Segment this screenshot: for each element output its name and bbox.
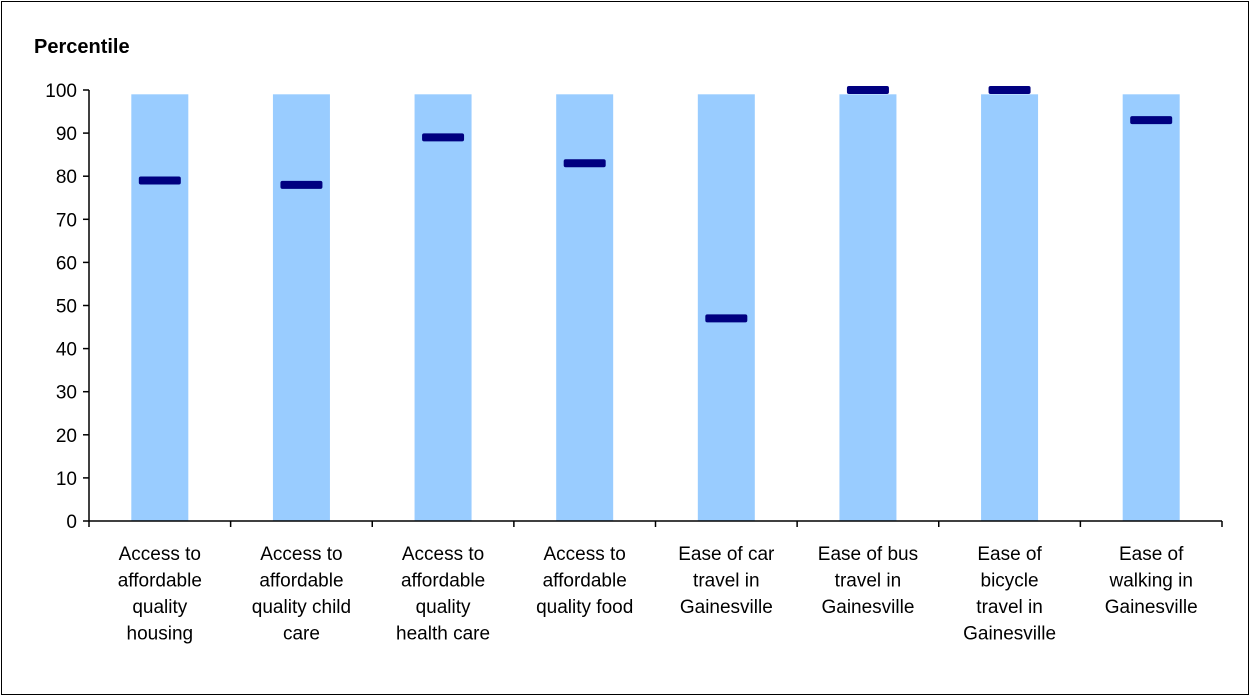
bar	[981, 94, 1039, 521]
y-tick-label: 90	[56, 124, 77, 145]
bar	[131, 94, 189, 521]
x-tick-label: Ease of bus travel in Gainesville	[818, 544, 918, 618]
x-tick-label: Access to affordable quality child care	[252, 544, 351, 645]
x-tick-label: Access to affordable quality housing	[118, 544, 202, 645]
y-axis: 0 10 20 30 40 50 60 70 80 90 100	[45, 81, 90, 533]
percentile-marker	[846, 86, 889, 94]
percentile-marker	[138, 176, 181, 185]
chart-title: Percentile	[34, 36, 130, 58]
percentile-marker	[563, 159, 606, 168]
percentile-marker	[422, 133, 465, 142]
percentile-marker	[280, 180, 323, 189]
percentile-marker	[1130, 116, 1173, 125]
x-tick-label: Ease of walking in Gainesville	[1105, 544, 1198, 618]
bar	[697, 94, 755, 521]
bar	[839, 94, 897, 521]
bar	[414, 94, 472, 521]
marker-series	[138, 86, 1173, 323]
y-tick-label: 100	[45, 81, 77, 102]
x-tick-label: Ease of bicycle travel in Gainesville	[963, 544, 1056, 645]
x-tick-label: Ease of car travel in Gainesville	[678, 544, 775, 618]
y-tick-label: 50	[56, 297, 77, 318]
bar	[556, 94, 614, 521]
y-tick-label: 60	[56, 253, 77, 274]
bar-series	[131, 94, 1180, 521]
x-tick-label: Access to affordable quality health care	[396, 544, 490, 645]
y-tick-label: 10	[56, 469, 77, 490]
bar	[272, 94, 330, 521]
y-tick-label: 80	[56, 167, 77, 188]
percentile-marker	[988, 86, 1031, 94]
x-tick-label: Access to affordable quality food	[536, 544, 633, 618]
y-tick-label: 30	[56, 383, 77, 404]
percentile-marker	[705, 314, 748, 323]
y-tick-label: 0	[66, 512, 77, 533]
y-tick-label: 20	[56, 426, 77, 447]
y-tick-label: 70	[56, 210, 77, 231]
x-axis: Access to affordable quality housing Access …	[88, 520, 1223, 645]
bar	[1122, 94, 1180, 521]
y-tick-label: 40	[56, 340, 77, 361]
